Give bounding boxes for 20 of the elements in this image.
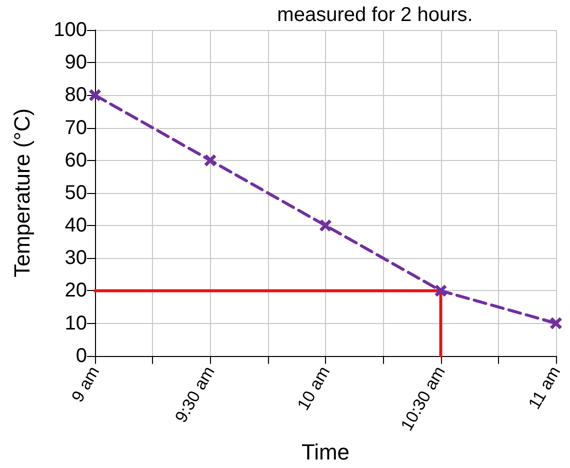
y-tick-label: 70 <box>64 116 87 139</box>
x-tick-label: 10 am <box>294 363 334 414</box>
y-tick-label: 20 <box>64 280 87 302</box>
y-axis-title: Temperature (°C) <box>10 108 34 278</box>
y-tick-label: 40 <box>64 214 87 237</box>
y-tick-label: 50 <box>64 182 87 204</box>
x-axis-title: Time <box>301 440 350 464</box>
y-tick-label: 10 <box>64 312 87 334</box>
y-tick-label: 80 <box>64 84 87 106</box>
point <box>89 89 101 102</box>
y-tick-label: 60 <box>64 149 87 172</box>
y-tick-label: 100 <box>54 19 87 41</box>
point <box>434 284 447 297</box>
y-tick-label: 90 <box>64 52 87 74</box>
point <box>550 317 562 330</box>
point <box>204 154 216 166</box>
point <box>320 220 332 232</box>
chart-title: measured for 2 hours. <box>277 4 473 26</box>
x-tick-label: 11 am <box>524 363 564 412</box>
y-tick-label: 30 <box>64 247 87 270</box>
